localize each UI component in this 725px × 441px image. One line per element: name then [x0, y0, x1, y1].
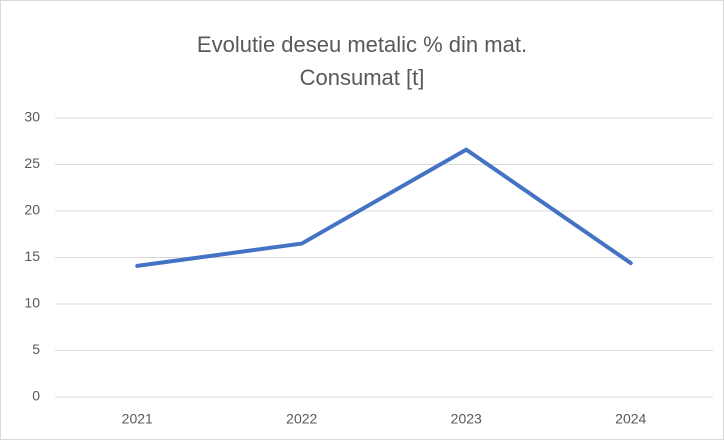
y-tick-label: 5: [32, 341, 40, 357]
y-tick-label: 25: [24, 155, 40, 171]
y-tick-label: 15: [24, 248, 40, 264]
y-tick-label: 30: [24, 109, 40, 125]
x-tick-label: 2022: [286, 411, 317, 427]
y-tick-label: 10: [24, 295, 40, 311]
x-tick-label: 2024: [615, 411, 646, 427]
y-tick-label: 0: [32, 388, 40, 404]
line-series: [135, 147, 633, 268]
chart-title: Evolutie deseu metalic % din mat. Consum…: [196, 32, 528, 90]
x-tick-label: 2021: [122, 411, 153, 427]
y-tick-label: 20: [24, 202, 40, 218]
x-tick-label: 2023: [451, 411, 482, 427]
